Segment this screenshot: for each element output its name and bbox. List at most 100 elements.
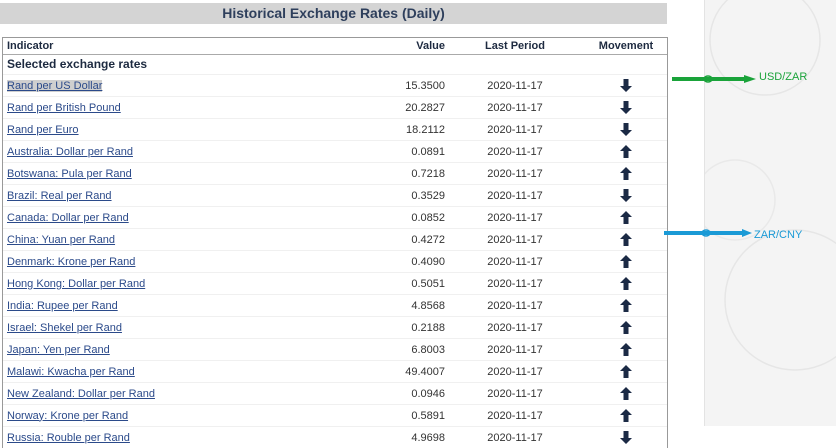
page-title: Historical Exchange Rates (Daily) <box>0 3 667 24</box>
movement-cell <box>585 342 667 357</box>
table-row: New Zealand: Dollar per Rand 0.0946 2020-1… <box>3 382 667 404</box>
value-cell: 0.7218 <box>411 167 445 180</box>
table-row: India: Rupee per Rand 4.8568 2020-11-17 <box>3 294 667 316</box>
value-cell: 0.0946 <box>411 387 445 400</box>
indicator-link[interactable]: Botswana: Pula per Rand <box>7 167 132 180</box>
section-label: Selected exchange rates <box>3 55 667 74</box>
indicator-link[interactable]: India: Rupee per Rand <box>7 299 118 312</box>
table-row: China: Yuan per Rand 0.4272 2020-11-17 <box>3 228 667 250</box>
table-row: Japan: Yen per Rand 6.8003 2020-11-17 <box>3 338 667 360</box>
table-row: Hong Kong: Dollar per Rand 0.5051 2020-11-… <box>3 272 667 294</box>
indicator-link[interactable]: Denmark: Krone per Rand <box>7 255 136 268</box>
value-cell: 49.4007 <box>405 365 445 378</box>
arrow-up-icon <box>619 365 633 378</box>
annotation-arrows <box>664 75 756 237</box>
indicator-link[interactable]: Brazil: Real per Rand <box>7 189 112 202</box>
indicator-link[interactable]: Norway: Krone per Rand <box>7 409 129 422</box>
zar-cny-annotation: ZAR/CNY <box>754 229 803 241</box>
value-cell: 0.4090 <box>411 255 445 268</box>
period-cell: 2020-11-17 <box>487 255 543 268</box>
header-indicator: Indicator <box>7 40 54 52</box>
table-row: Australia: Dollar per Rand 0.0891 2020-11-… <box>3 140 667 162</box>
header-value: Value <box>416 40 445 52</box>
indicator-cell: India: Rupee per Rand <box>3 300 373 312</box>
period-cell: 2020-11-17 <box>487 189 543 202</box>
header-period: Last Period <box>485 40 545 52</box>
value-cell: 18.2112 <box>406 123 445 136</box>
value-cell: 0.5051 <box>411 277 445 290</box>
cny-annotation-arrow <box>664 229 752 237</box>
period-cell: 2020-11-17 <box>487 343 543 356</box>
period-cell: 2020-11-17 <box>487 387 543 400</box>
movement-cell <box>585 254 667 269</box>
movement-cell <box>585 122 667 137</box>
indicator-cell: China: Yuan per Rand <box>3 234 373 246</box>
indicator-link[interactable]: Malawi: Kwacha per Rand <box>7 365 135 378</box>
movement-cell <box>585 320 667 335</box>
indicator-link[interactable]: Rand per US Dollar <box>7 79 103 92</box>
usd-annotation-arrow <box>672 75 756 83</box>
arrow-up-icon <box>619 321 633 334</box>
table-row: Canada: Dollar per Rand 0.0852 2020-11-17 <box>3 206 667 228</box>
arrow-up-icon <box>619 145 633 158</box>
period-cell: 2020-11-17 <box>487 167 543 180</box>
indicator-cell: Denmark: Krone per Rand <box>3 256 373 268</box>
decorative-gears <box>705 0 836 371</box>
period-cell: 2020-11-17 <box>487 101 543 114</box>
arrow-up-icon <box>619 299 633 312</box>
header-movement: Movement <box>598 40 654 52</box>
indicator-link[interactable]: New Zealand: Dollar per Rand <box>7 387 155 400</box>
indicator-cell: Rand per British Pound <box>3 102 373 114</box>
indicator-cell: Hong Kong: Dollar per Rand <box>3 278 373 290</box>
period-cell: 2020-11-17 <box>487 145 543 158</box>
indicator-link[interactable]: Australia: Dollar per Rand <box>7 145 133 158</box>
table-row: Norway: Krone per Rand 0.5891 2020-11-17 <box>3 404 667 426</box>
arrow-up-icon <box>619 211 633 224</box>
value-cell: 6.8003 <box>411 343 445 356</box>
indicator-link[interactable]: Rand per Euro <box>7 123 79 136</box>
arrow-down-icon <box>619 79 633 92</box>
background-pattern <box>705 0 836 426</box>
arrow-up-icon <box>619 277 633 290</box>
table-row: Rand per Euro 18.2112 2020-11-17 <box>3 118 667 140</box>
value-cell: 4.8568 <box>411 299 445 312</box>
value-cell: 20.2827 <box>405 101 445 114</box>
table-header: Indicator Value Last Period Movement <box>3 38 667 55</box>
indicator-cell: Botswana: Pula per Rand <box>3 168 373 180</box>
movement-cell <box>585 144 667 159</box>
period-cell: 2020-11-17 <box>487 409 543 422</box>
indicator-link[interactable]: China: Yuan per Rand <box>7 233 116 246</box>
indicator-cell: Australia: Dollar per Rand <box>3 146 373 158</box>
indicator-cell: Norway: Krone per Rand <box>3 410 373 422</box>
movement-cell <box>585 232 667 247</box>
indicator-cell: New Zealand: Dollar per Rand <box>3 388 373 400</box>
indicator-link[interactable]: Israel: Shekel per Rand <box>7 321 122 334</box>
arrow-up-icon <box>619 255 633 268</box>
indicator-cell: Rand per US Dollar <box>3 79 373 92</box>
movement-cell <box>585 210 667 225</box>
value-cell: 0.4272 <box>411 233 445 246</box>
period-cell: 2020-11-17 <box>487 431 543 444</box>
indicator-link[interactable]: Canada: Dollar per Rand <box>7 211 129 224</box>
period-cell: 2020-11-17 <box>487 365 543 378</box>
movement-cell <box>585 298 667 313</box>
table-row: Brazil: Real per Rand 0.3529 2020-11-17 <box>3 184 667 206</box>
indicator-cell: Brazil: Real per Rand <box>3 190 373 202</box>
movement-cell <box>585 408 667 423</box>
arrow-up-icon <box>619 409 633 422</box>
value-cell: 0.2188 <box>411 321 445 334</box>
value-cell: 0.0852 <box>411 211 445 224</box>
table-row: Russia: Rouble per Rand 4.9698 2020-11-17 <box>3 426 667 448</box>
arrow-up-icon <box>619 387 633 400</box>
table-row: Denmark: Krone per Rand 0.4090 2020-11-17 <box>3 250 667 272</box>
indicator-link[interactable]: Japan: Yen per Rand <box>7 343 110 356</box>
indicator-cell: Russia: Rouble per Rand <box>3 432 373 444</box>
period-cell: 2020-11-17 <box>487 79 543 92</box>
indicator-link[interactable]: Hong Kong: Dollar per Rand <box>7 277 146 290</box>
table-row: Botswana: Pula per Rand 0.7218 2020-11-17 <box>3 162 667 184</box>
movement-cell <box>585 430 667 445</box>
indicator-link[interactable]: Russia: Rouble per Rand <box>7 431 130 444</box>
indicator-link[interactable]: Rand per British Pound <box>7 101 121 114</box>
table-row: Malawi: Kwacha per Rand 49.4007 2020-11-17 <box>3 360 667 382</box>
arrow-up-icon <box>619 233 633 246</box>
